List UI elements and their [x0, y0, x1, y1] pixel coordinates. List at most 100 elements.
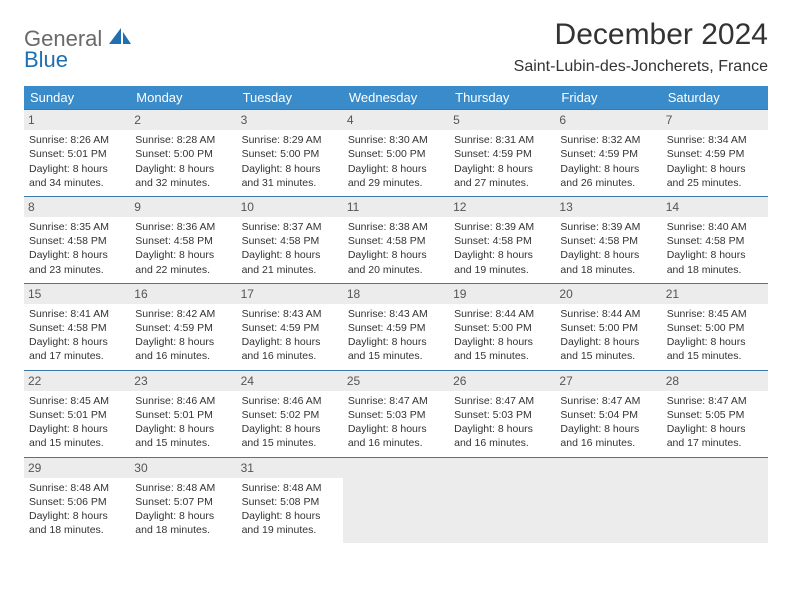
- logo: General Blue: [24, 18, 133, 71]
- sunset-text: Sunset: 5:03 PM: [348, 408, 444, 422]
- daylight-text-1: Daylight: 8 hours: [454, 162, 550, 176]
- sunset-text: Sunset: 5:00 PM: [348, 147, 444, 161]
- day-number: 13: [555, 197, 661, 217]
- day-number: 1: [24, 110, 130, 130]
- daylight-text-2: and 16 minutes.: [560, 436, 656, 450]
- sunset-text: Sunset: 5:06 PM: [29, 495, 125, 509]
- daylight-text-2: and 19 minutes.: [454, 263, 550, 277]
- sunset-text: Sunset: 4:59 PM: [135, 321, 231, 335]
- sunrise-text: Sunrise: 8:47 AM: [667, 394, 763, 408]
- sunrise-text: Sunrise: 8:48 AM: [242, 481, 338, 495]
- sunrise-text: Sunrise: 8:35 AM: [29, 220, 125, 234]
- daylight-text-1: Daylight: 8 hours: [667, 162, 763, 176]
- sunrise-text: Sunrise: 8:46 AM: [135, 394, 231, 408]
- day-details: Sunrise: 8:42 AMSunset: 4:59 PMDaylight:…: [135, 307, 231, 364]
- daylight-text-2: and 20 minutes.: [348, 263, 444, 277]
- day-number: 26: [449, 371, 555, 391]
- calendar-week-row: 15Sunrise: 8:41 AMSunset: 4:58 PMDayligh…: [24, 283, 768, 370]
- day-details: Sunrise: 8:47 AMSunset: 5:05 PMDaylight:…: [667, 394, 763, 451]
- sunset-text: Sunset: 5:08 PM: [242, 495, 338, 509]
- sunset-text: Sunset: 4:58 PM: [667, 234, 763, 248]
- daylight-text-2: and 19 minutes.: [242, 523, 338, 537]
- sunrise-text: Sunrise: 8:47 AM: [560, 394, 656, 408]
- sunrise-text: Sunrise: 8:39 AM: [454, 220, 550, 234]
- sunset-text: Sunset: 4:58 PM: [560, 234, 656, 248]
- daylight-text-2: and 18 minutes.: [29, 523, 125, 537]
- weekday-header: Thursday: [449, 86, 555, 110]
- daylight-text-2: and 15 minutes.: [135, 436, 231, 450]
- sunset-text: Sunset: 5:01 PM: [135, 408, 231, 422]
- sunset-text: Sunset: 5:01 PM: [29, 147, 125, 161]
- day-number: 5: [449, 110, 555, 130]
- daylight-text-2: and 15 minutes.: [242, 436, 338, 450]
- sunrise-text: Sunrise: 8:30 AM: [348, 133, 444, 147]
- day-details: Sunrise: 8:39 AMSunset: 4:58 PMDaylight:…: [454, 220, 550, 277]
- sunset-text: Sunset: 4:58 PM: [242, 234, 338, 248]
- calendar-day-cell: 20Sunrise: 8:44 AMSunset: 5:00 PMDayligh…: [555, 283, 661, 370]
- sunrise-text: Sunrise: 8:45 AM: [667, 307, 763, 321]
- weekday-header: Tuesday: [237, 86, 343, 110]
- daylight-text-2: and 17 minutes.: [667, 436, 763, 450]
- day-number: 31: [237, 458, 343, 478]
- location: Saint-Lubin-des-Joncherets, France: [514, 58, 768, 76]
- daylight-text-2: and 16 minutes.: [135, 349, 231, 363]
- sunset-text: Sunset: 5:00 PM: [454, 321, 550, 335]
- day-number: 2: [130, 110, 236, 130]
- sunset-text: Sunset: 4:59 PM: [667, 147, 763, 161]
- sunset-text: Sunset: 5:07 PM: [135, 495, 231, 509]
- daylight-text-1: Daylight: 8 hours: [667, 248, 763, 262]
- day-number: 15: [24, 284, 130, 304]
- calendar-day-cell: 29Sunrise: 8:48 AMSunset: 5:06 PMDayligh…: [24, 457, 130, 543]
- calendar-empty-cell: [449, 457, 555, 543]
- day-number: 27: [555, 371, 661, 391]
- title-block: December 2024 Saint-Lubin-des-Joncherets…: [514, 18, 768, 76]
- calendar-day-cell: 22Sunrise: 8:45 AMSunset: 5:01 PMDayligh…: [24, 370, 130, 457]
- page-title: December 2024: [514, 18, 768, 52]
- sunrise-text: Sunrise: 8:32 AM: [560, 133, 656, 147]
- day-details: Sunrise: 8:32 AMSunset: 4:59 PMDaylight:…: [560, 133, 656, 190]
- day-number: 11: [343, 197, 449, 217]
- daylight-text-2: and 18 minutes.: [560, 263, 656, 277]
- daylight-text-2: and 23 minutes.: [29, 263, 125, 277]
- daylight-text-2: and 21 minutes.: [242, 263, 338, 277]
- sunrise-text: Sunrise: 8:31 AM: [454, 133, 550, 147]
- daylight-text-1: Daylight: 8 hours: [242, 162, 338, 176]
- sunrise-text: Sunrise: 8:46 AM: [242, 394, 338, 408]
- day-details: Sunrise: 8:26 AMSunset: 5:01 PMDaylight:…: [29, 133, 125, 190]
- daylight-text-1: Daylight: 8 hours: [242, 422, 338, 436]
- day-number: 6: [555, 110, 661, 130]
- weekday-header: Sunday: [24, 86, 130, 110]
- daylight-text-1: Daylight: 8 hours: [135, 422, 231, 436]
- sunset-text: Sunset: 4:58 PM: [29, 321, 125, 335]
- day-details: Sunrise: 8:36 AMSunset: 4:58 PMDaylight:…: [135, 220, 231, 277]
- weekday-header: Wednesday: [343, 86, 449, 110]
- day-details: Sunrise: 8:28 AMSunset: 5:00 PMDaylight:…: [135, 133, 231, 190]
- calendar-day-cell: 27Sunrise: 8:47 AMSunset: 5:04 PMDayligh…: [555, 370, 661, 457]
- day-number: 7: [662, 110, 768, 130]
- sunrise-text: Sunrise: 8:39 AM: [560, 220, 656, 234]
- daylight-text-1: Daylight: 8 hours: [29, 335, 125, 349]
- day-number: 12: [449, 197, 555, 217]
- day-details: Sunrise: 8:48 AMSunset: 5:06 PMDaylight:…: [29, 481, 125, 538]
- sunrise-text: Sunrise: 8:34 AM: [667, 133, 763, 147]
- daylight-text-1: Daylight: 8 hours: [667, 335, 763, 349]
- calendar-day-cell: 2 Sunrise: 8:28 AMSunset: 5:00 PMDaylight…: [130, 110, 236, 197]
- logo-blue: Blue: [24, 49, 133, 71]
- daylight-text-1: Daylight: 8 hours: [560, 248, 656, 262]
- header: General Blue December 2024 Saint-Lubin-d…: [24, 18, 768, 76]
- weekday-header: Friday: [555, 86, 661, 110]
- day-number: 23: [130, 371, 236, 391]
- sunset-text: Sunset: 4:59 PM: [560, 147, 656, 161]
- daylight-text-2: and 32 minutes.: [135, 176, 231, 190]
- sunset-text: Sunset: 5:03 PM: [454, 408, 550, 422]
- calendar-day-cell: 4Sunrise: 8:30 AMSunset: 5:00 PMDaylight…: [343, 110, 449, 197]
- day-details: Sunrise: 8:43 AMSunset: 4:59 PMDaylight:…: [348, 307, 444, 364]
- logo-sail-icon: [107, 33, 133, 50]
- calendar-day-cell: 7 Sunrise: 8:34 AMSunset: 4:59 PMDaylight…: [662, 110, 768, 197]
- day-details: Sunrise: 8:48 AMSunset: 5:08 PMDaylight:…: [242, 481, 338, 538]
- daylight-text-1: Daylight: 8 hours: [135, 248, 231, 262]
- calendar-day-cell: 18Sunrise: 8:43 AMSunset: 4:59 PMDayligh…: [343, 283, 449, 370]
- day-details: Sunrise: 8:43 AMSunset: 4:59 PMDaylight:…: [242, 307, 338, 364]
- daylight-text-1: Daylight: 8 hours: [560, 335, 656, 349]
- daylight-text-2: and 16 minutes.: [348, 436, 444, 450]
